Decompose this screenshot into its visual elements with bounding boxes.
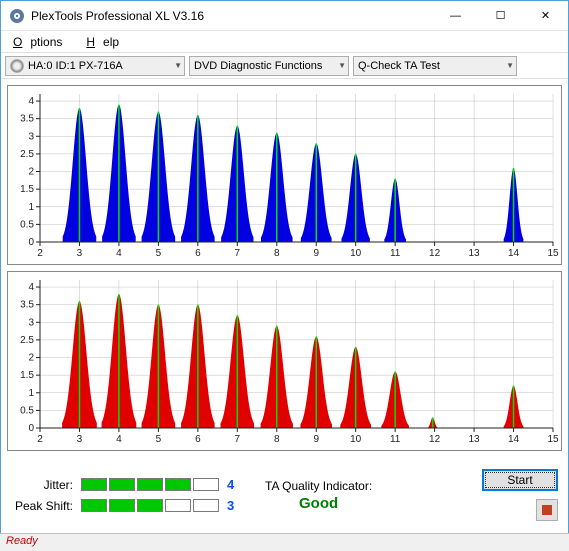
peakshift-meter-row: Peak Shift: 3: [11, 498, 241, 513]
quality-value: Good: [265, 495, 372, 512]
svg-text:15: 15: [547, 434, 559, 445]
svg-text:9: 9: [313, 434, 319, 445]
stop-icon: [542, 505, 552, 515]
svg-text:4: 4: [116, 248, 122, 259]
svg-text:5: 5: [156, 248, 162, 259]
jitter-label: Jitter:: [11, 478, 73, 492]
svg-text:9: 9: [313, 248, 319, 259]
meter-segment: [165, 499, 191, 512]
svg-text:1.5: 1.5: [20, 184, 34, 195]
quality-indicator: TA Quality Indicator: Good: [265, 479, 372, 512]
function-select-label: DVD Diagnostic Functions: [194, 60, 322, 72]
svg-text:3: 3: [28, 317, 34, 328]
meter-segment: [109, 499, 135, 512]
svg-text:3.5: 3.5: [20, 300, 34, 311]
drive-select[interactable]: HA:0 ID:1 PX-716A ▼: [5, 56, 185, 76]
meter-segment: [137, 478, 163, 491]
svg-text:11: 11: [390, 434, 401, 445]
svg-text:3.5: 3.5: [20, 114, 34, 125]
svg-text:13: 13: [469, 434, 481, 445]
meter-segment: [137, 499, 163, 512]
svg-text:3: 3: [77, 248, 83, 259]
jitter-value: 4: [227, 477, 241, 492]
svg-text:4: 4: [28, 96, 34, 107]
svg-text:2.5: 2.5: [20, 335, 34, 346]
meter-segment: [81, 499, 107, 512]
menu-help[interactable]: Help: [78, 33, 135, 51]
window-title: PlexTools Professional XL V3.16: [31, 9, 433, 23]
window-buttons: — ☐ ✕: [433, 1, 568, 30]
chevron-down-icon: ▼: [506, 61, 514, 70]
svg-text:4: 4: [28, 282, 34, 293]
svg-text:2: 2: [37, 248, 43, 259]
function-select[interactable]: DVD Diagnostic Functions ▼: [189, 56, 349, 76]
svg-text:1: 1: [28, 388, 34, 399]
start-button[interactable]: Start: [482, 469, 558, 491]
jitter-chart-top: 2 3 4 5 6 7 8 9 10 11 12 13 14 15 0 0.5 1 1.5 2 2.5 3 3.5 4: [7, 85, 562, 265]
jitter-chart-bottom: 2 3 4 5 6 7 8 9 10 11 12 13 14 15 0 0.5 1 1.5 2 2.5 3 3.5 4: [7, 271, 562, 451]
svg-text:2: 2: [37, 434, 43, 445]
svg-text:15: 15: [547, 248, 559, 259]
test-select-label: Q-Check TA Test: [358, 60, 440, 72]
svg-text:2: 2: [28, 167, 34, 178]
svg-text:2.5: 2.5: [20, 149, 34, 160]
disc-icon: [10, 59, 24, 73]
peakshift-value: 3: [227, 498, 241, 513]
status-text: Ready: [6, 535, 38, 547]
svg-text:10: 10: [350, 248, 362, 259]
toolbar: HA:0 ID:1 PX-716A ▼ DVD Diagnostic Funct…: [1, 53, 568, 79]
test-select[interactable]: Q-Check TA Test ▼: [353, 56, 517, 76]
svg-text:0.5: 0.5: [20, 405, 34, 416]
svg-text:3: 3: [28, 131, 34, 142]
meter-segment: [193, 478, 219, 491]
minimize-button[interactable]: —: [433, 1, 478, 30]
svg-text:6: 6: [195, 248, 201, 259]
svg-text:6: 6: [195, 434, 201, 445]
svg-text:14: 14: [508, 248, 520, 259]
titlebar: PlexTools Professional XL V3.16 — ☐ ✕: [1, 1, 568, 31]
chevron-down-icon: ▼: [338, 61, 346, 70]
charts-area: 2345678910111213141500.511.522.533.54 23…: [1, 79, 568, 463]
meter-segment: [165, 478, 191, 491]
svg-text:0: 0: [28, 423, 34, 434]
chevron-down-icon: ▼: [174, 61, 182, 70]
stop-button[interactable]: [536, 499, 558, 521]
jitter-meter-row: Jitter: 4: [11, 477, 241, 492]
svg-text:2: 2: [28, 353, 34, 364]
jitter-meter: [81, 478, 219, 491]
svg-text:8: 8: [274, 434, 280, 445]
peakshift-meter: [81, 499, 219, 512]
drive-select-label: HA:0 ID:1 PX-716A: [28, 60, 123, 72]
svg-text:10: 10: [350, 434, 362, 445]
maximize-button[interactable]: ☐: [478, 1, 523, 30]
svg-text:7: 7: [235, 434, 241, 445]
svg-text:0: 0: [28, 237, 34, 248]
menu-options[interactable]: Options: [5, 33, 78, 51]
menubar: Options Help: [1, 31, 568, 53]
close-button[interactable]: ✕: [523, 1, 568, 30]
meters: Jitter: 4 Peak Shift: 3: [11, 477, 241, 513]
statusbar: Ready: [0, 533, 569, 551]
meter-segment: [193, 499, 219, 512]
meter-segment: [109, 478, 135, 491]
svg-text:3: 3: [77, 434, 83, 445]
quality-label: TA Quality Indicator:: [265, 479, 372, 493]
svg-text:0.5: 0.5: [20, 219, 34, 230]
bottom-panel: Jitter: 4 Peak Shift: 3 TA Quality Indic…: [1, 463, 568, 525]
svg-text:1: 1: [28, 202, 34, 213]
svg-text:7: 7: [235, 248, 241, 259]
svg-text:12: 12: [429, 434, 441, 445]
action-buttons: Start: [482, 469, 558, 521]
svg-text:11: 11: [390, 248, 401, 259]
svg-text:12: 12: [429, 248, 441, 259]
svg-text:5: 5: [156, 434, 162, 445]
svg-text:14: 14: [508, 434, 520, 445]
meter-segment: [81, 478, 107, 491]
svg-text:1.5: 1.5: [20, 370, 34, 381]
svg-text:4: 4: [116, 434, 122, 445]
svg-text:13: 13: [469, 248, 481, 259]
app-icon: [9, 8, 25, 24]
peakshift-label: Peak Shift:: [11, 499, 73, 513]
svg-text:8: 8: [274, 248, 280, 259]
